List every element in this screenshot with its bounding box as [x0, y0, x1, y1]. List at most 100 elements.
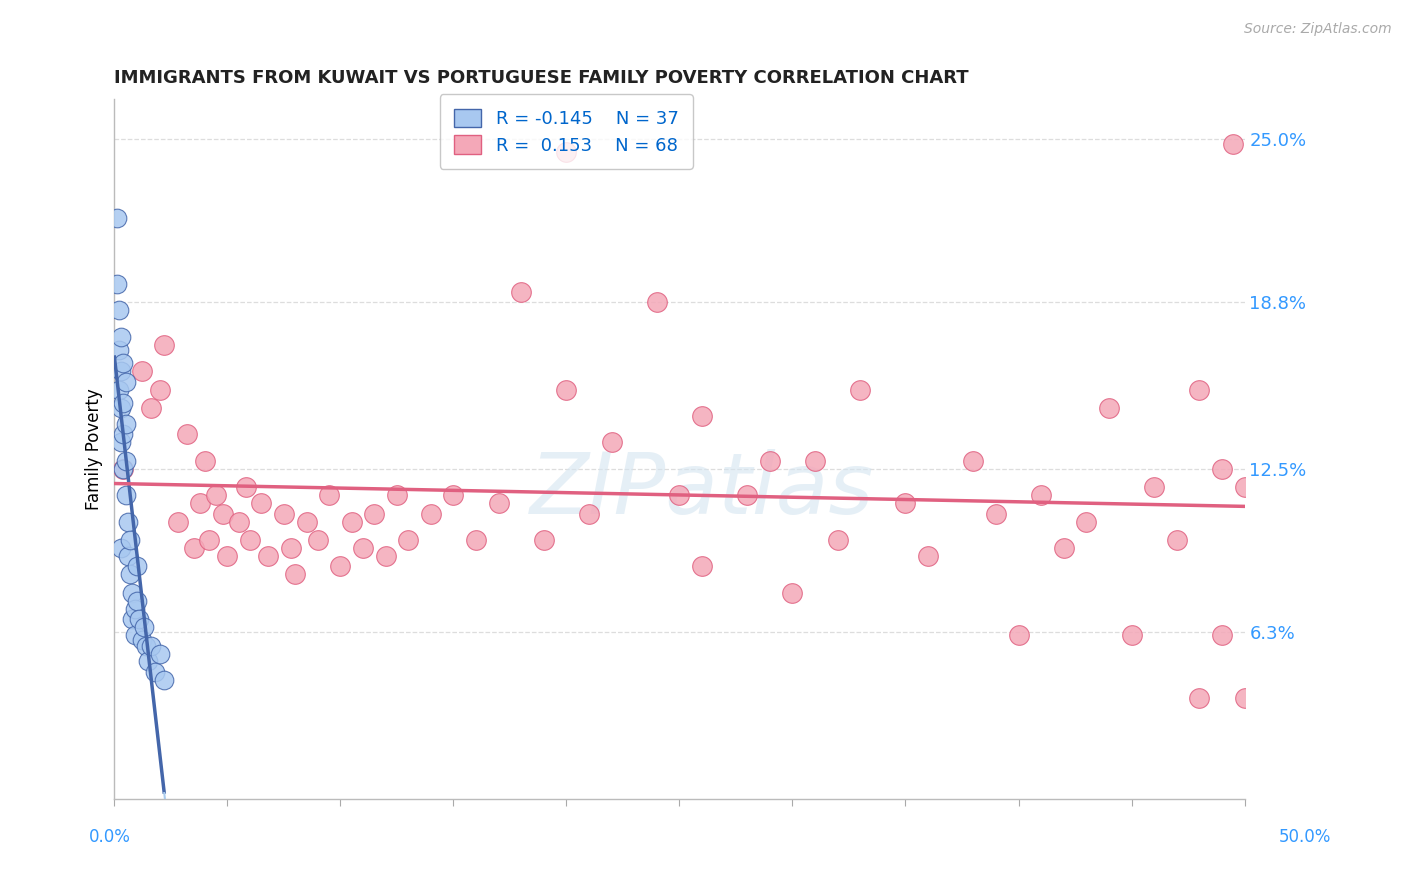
Point — [114, 488, 136, 502]
Point — [121, 586, 143, 600]
Point — [1143, 480, 1166, 494]
Point — [443, 488, 465, 502]
Point — [374, 549, 396, 563]
Point — [284, 567, 307, 582]
Point — [112, 461, 135, 475]
Point — [280, 541, 302, 555]
Point — [212, 507, 235, 521]
Point — [385, 488, 408, 502]
Point — [962, 454, 984, 468]
Point — [1211, 461, 1233, 475]
Point — [132, 620, 155, 634]
Point — [735, 488, 758, 502]
Point — [183, 541, 205, 555]
Point — [124, 628, 146, 642]
Point — [114, 454, 136, 468]
Point — [176, 427, 198, 442]
Point — [117, 549, 139, 563]
Point — [110, 401, 132, 415]
Point — [110, 330, 132, 344]
Point — [318, 488, 340, 502]
Point — [188, 496, 211, 510]
Point — [110, 364, 132, 378]
Point — [153, 673, 176, 687]
Point — [984, 507, 1007, 521]
Point — [668, 488, 690, 502]
Point — [235, 480, 257, 494]
Point — [139, 401, 162, 415]
Point — [849, 383, 872, 397]
Point — [131, 633, 153, 648]
Point — [149, 647, 172, 661]
Point — [1233, 480, 1256, 494]
Point — [114, 417, 136, 431]
Point — [307, 533, 329, 547]
Point — [600, 435, 623, 450]
Point — [419, 507, 441, 521]
Point — [1029, 488, 1052, 502]
Point — [194, 454, 217, 468]
Point — [894, 496, 917, 510]
Point — [1121, 628, 1143, 642]
Point — [120, 533, 142, 547]
Point — [1007, 628, 1029, 642]
Legend: R = -0.145    N = 37, R =  0.153    N = 68: R = -0.145 N = 37, R = 0.153 N = 68 — [440, 95, 693, 169]
Point — [396, 533, 419, 547]
Point — [139, 639, 162, 653]
Y-axis label: Family Poverty: Family Poverty — [86, 388, 103, 510]
Point — [217, 549, 239, 563]
Point — [645, 295, 668, 310]
Point — [555, 145, 578, 159]
Point — [363, 507, 385, 521]
Point — [108, 303, 131, 318]
Point — [125, 593, 148, 607]
Point — [533, 533, 555, 547]
Point — [690, 559, 713, 574]
Point — [273, 507, 295, 521]
Point — [465, 533, 488, 547]
Point — [105, 277, 128, 291]
Text: 50.0%: 50.0% — [1278, 828, 1331, 846]
Point — [108, 343, 131, 357]
Point — [108, 383, 131, 397]
Point — [250, 496, 273, 510]
Point — [110, 541, 132, 555]
Point — [340, 515, 363, 529]
Point — [131, 364, 153, 378]
Point — [690, 409, 713, 423]
Point — [112, 396, 135, 410]
Point — [125, 559, 148, 574]
Point — [135, 639, 157, 653]
Point — [1188, 691, 1211, 706]
Point — [149, 383, 172, 397]
Point — [782, 586, 804, 600]
Point — [917, 549, 939, 563]
Point — [827, 533, 849, 547]
Point — [329, 559, 352, 574]
Point — [295, 515, 318, 529]
Point — [112, 461, 135, 475]
Point — [1222, 137, 1244, 152]
Point — [112, 356, 135, 370]
Point — [198, 533, 221, 547]
Point — [352, 541, 374, 555]
Text: ZIPatlas: ZIPatlas — [530, 450, 875, 533]
Point — [759, 454, 782, 468]
Point — [110, 435, 132, 450]
Text: Source: ZipAtlas.com: Source: ZipAtlas.com — [1244, 22, 1392, 37]
Point — [121, 612, 143, 626]
Point — [228, 515, 250, 529]
Point — [239, 533, 262, 547]
Point — [114, 375, 136, 389]
Point — [510, 285, 533, 299]
Point — [488, 496, 510, 510]
Point — [1211, 628, 1233, 642]
Point — [117, 515, 139, 529]
Point — [578, 507, 600, 521]
Point — [1076, 515, 1098, 529]
Text: 0.0%: 0.0% — [89, 828, 131, 846]
Point — [166, 515, 188, 529]
Point — [1098, 401, 1121, 415]
Point — [143, 665, 166, 679]
Point — [1233, 691, 1256, 706]
